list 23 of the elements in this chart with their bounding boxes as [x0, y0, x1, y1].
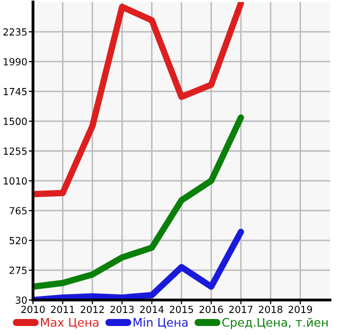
- x-tick-label: 2010: [21, 306, 45, 314]
- y-tick-label: 2235: [3, 28, 27, 36]
- legend-label: Сред.Цена, т.йен: [222, 318, 328, 330]
- y-tick-label: 765: [10, 207, 27, 214]
- y-tick-label: 275: [10, 266, 27, 274]
- y-tick-label: 1500: [4, 118, 27, 126]
- x-tick-label: 2019: [288, 306, 312, 314]
- y-tick-label: 1745: [4, 88, 27, 96]
- y-tick-label: 1990: [4, 58, 27, 66]
- x-tick-label: 2017: [229, 306, 252, 314]
- y-tick-label: 1010: [4, 177, 27, 185]
- y-tick-label: 30: [16, 296, 27, 304]
- x-tick-label: 2014: [140, 306, 164, 314]
- x-tick-label: 2015: [170, 306, 194, 314]
- x-tick-label: 2016: [200, 306, 223, 314]
- x-tick-label: 2011: [51, 306, 74, 314]
- x-tick-label: 2012: [80, 306, 104, 314]
- y-tick-label: 1255: [4, 147, 27, 155]
- x-tick-label: 2013: [110, 306, 134, 314]
- legend-label: Max Цена: [41, 318, 98, 328]
- y-tick-label: 520: [10, 236, 27, 244]
- x-tick-label: 2018: [258, 306, 282, 314]
- legend-label: Min Цена: [134, 318, 188, 328]
